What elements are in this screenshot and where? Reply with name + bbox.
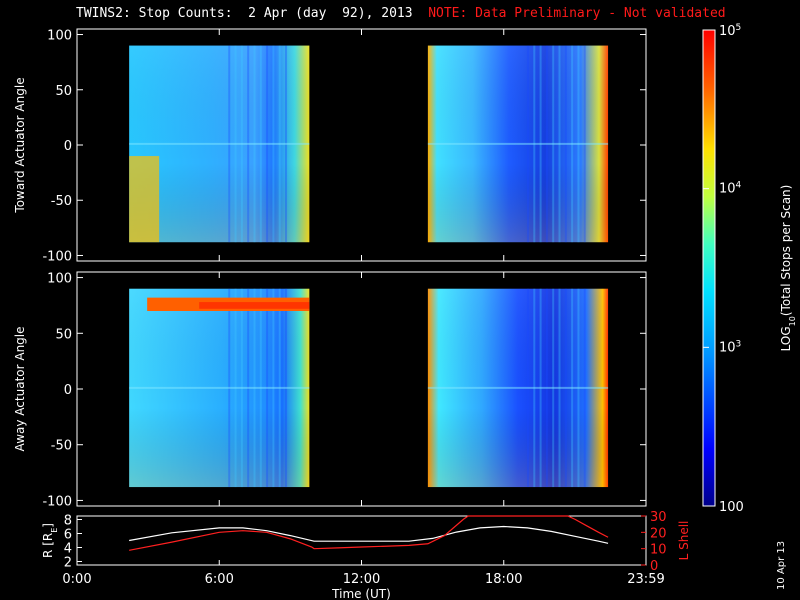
away-ytick-label: 0 [64, 383, 72, 398]
away-ytick-label: 100 [47, 272, 72, 287]
colorbar-tick-base: 10 [719, 24, 736, 39]
toward-ytick-label: 50 [55, 84, 72, 99]
toward-low-angle-hotspot [129, 156, 160, 243]
colorbar-label-sub: 10 [788, 316, 797, 326]
away-ytick-label: -100 [42, 494, 72, 509]
orbit-left-ylabel-sub: E [50, 528, 59, 533]
away-ytick-label: 50 [55, 327, 72, 342]
orbit-left-ytick-label: 4 [64, 542, 72, 557]
colorbar-label: LOG10(Total Stops per Scan) [779, 185, 797, 352]
colorbar-tick-base: 10 [719, 340, 736, 355]
orbit-left-ytick-label: 2 [64, 556, 72, 571]
colorbar-gradient [703, 30, 715, 506]
toward-heatmap-panel: 100 50 0 -50 -100 Toward Actuator Angle [13, 28, 647, 264]
colorbar-tick-label: 100 [719, 500, 744, 515]
orbit-right-ytick-label: 0 [650, 559, 658, 574]
l-shell-line [129, 515, 609, 551]
orbit-xtick-label: 6:00 [205, 572, 234, 587]
colorbar-tick-label: 103 [719, 339, 741, 355]
toward-ytick-label: 0 [64, 139, 72, 154]
away-zero-seam [129, 386, 310, 389]
away-high-count-core [199, 302, 310, 309]
away-ytick-label: -50 [51, 439, 72, 454]
colorbar-tick-label: 104 [719, 181, 742, 197]
orbit-xlabel: Time (UT) [331, 587, 391, 600]
colorbar-tick-exp: 4 [736, 181, 742, 191]
preliminary-note: NOTE: Data Preliminary - Not validated [428, 6, 726, 21]
away-ylabel: Away Actuator Angle [13, 326, 27, 451]
away-zero-seam [427, 386, 609, 389]
away-heatmap-panel: 100 50 0 -50 -100 Away Actuator Angle [13, 271, 647, 509]
orbit-left-ytick-label: 8 [64, 514, 72, 529]
orbit-right-ytick-label: 20 [650, 526, 667, 541]
orbit-left-ytick-label: 6 [64, 528, 72, 543]
toward-ytick-label: -100 [42, 249, 72, 264]
side-date-label: 10 Apr 13 [776, 541, 787, 590]
orbit-left-ylabel-main: R [R [41, 533, 55, 558]
orbit-xtick-label: 0:00 [62, 572, 91, 587]
orbit-xtick-label: 18:00 [485, 572, 522, 587]
colorbar-tick-label: 105 [719, 23, 741, 39]
title-main: TWINS2: Stop Counts: 2 Apr (day 92), 201… [76, 6, 413, 21]
colorbar-label-log: LOG [779, 326, 793, 351]
colorbar-tick-base: 100 [719, 500, 744, 515]
orbit-xtick-label: 12:00 [343, 572, 380, 587]
toward-zero-seam [427, 142, 609, 145]
chart-title: TWINS2: Stop Counts: 2 Apr (day 92), 201… [76, 6, 726, 21]
toward-ytick-label: -50 [51, 194, 72, 209]
colorbar-label-rest: (Total Stops per Scan) [779, 185, 793, 316]
toward-ytick-label: 100 [47, 29, 72, 44]
orbit-right-ytick-label: 10 [650, 543, 667, 558]
colorbar-tick-base: 10 [719, 182, 736, 197]
orbit-right-ytick-label: 30 [650, 510, 667, 525]
orbit-right-ylabel: L Shell [677, 521, 691, 561]
toward-zero-seam [129, 142, 310, 145]
orbit-panel-frame [76, 515, 647, 566]
orbit-left-ylabel-close: ] [41, 523, 55, 528]
r-distance-line [129, 525, 609, 544]
colorbar-tick-exp: 5 [736, 23, 742, 33]
orbit-xtick-label: 23:59 [627, 572, 664, 587]
toward-ylabel: Toward Actuator Angle [13, 77, 27, 213]
orbit-left-ylabel: R [RE] [41, 523, 59, 558]
colorbar-tick-exp: 3 [736, 339, 742, 349]
